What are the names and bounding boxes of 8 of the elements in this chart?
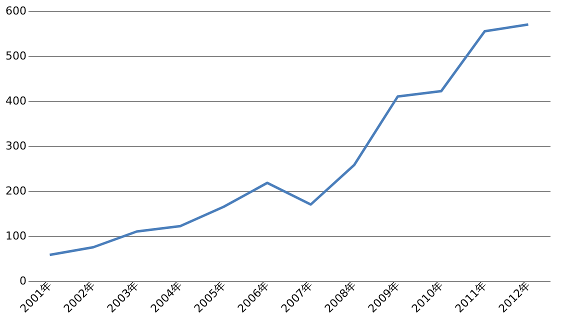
y-tick-label: 100: [6, 230, 26, 242]
y-tick-label: 0: [20, 274, 26, 288]
line-series: [48, 23, 530, 256]
y-tick-label: 400: [6, 94, 26, 108]
y-tick-label: 200: [6, 184, 26, 198]
y-tick-label: 300: [6, 140, 26, 152]
y-tick-label: 500: [6, 50, 26, 62]
y-tick-label: 600: [6, 4, 26, 18]
